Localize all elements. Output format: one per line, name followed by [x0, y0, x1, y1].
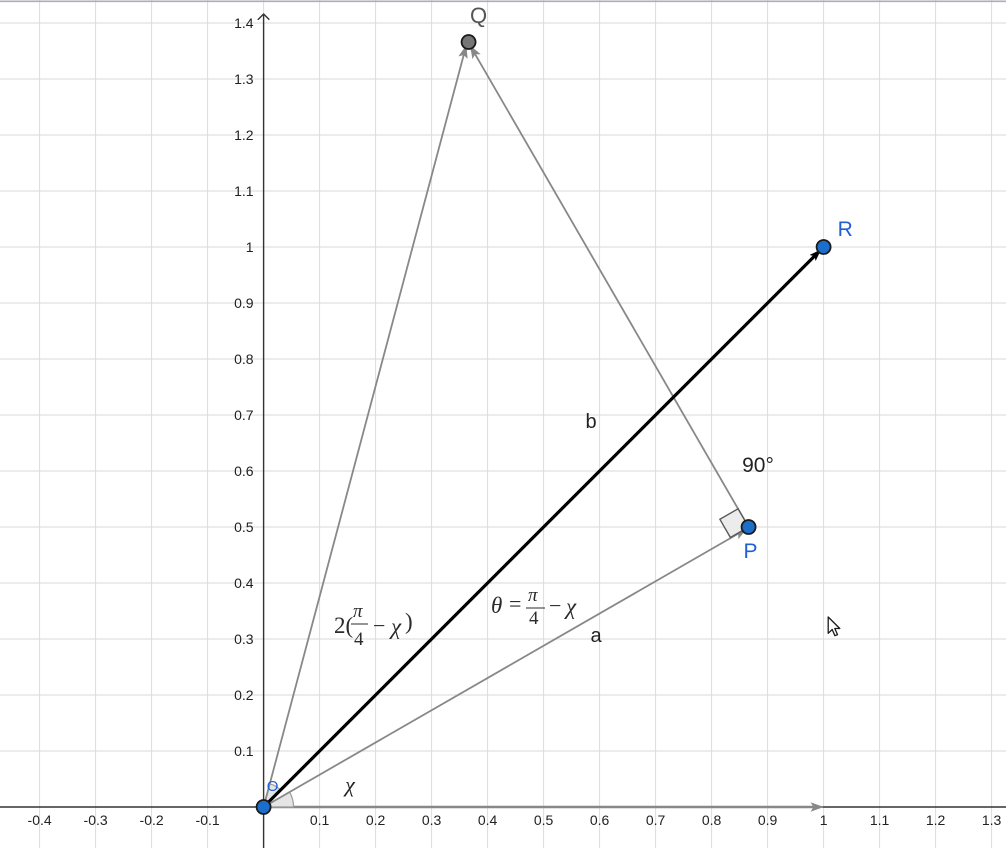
svg-text:): ) — [405, 609, 413, 634]
svg-text:0.2: 0.2 — [366, 812, 386, 828]
svg-text:χ: χ — [389, 614, 402, 639]
svg-text:-0.4: -0.4 — [28, 812, 52, 828]
svg-text:0.8: 0.8 — [702, 812, 722, 828]
svg-text:1.3: 1.3 — [234, 71, 254, 87]
svg-text:0.5: 0.5 — [234, 519, 254, 535]
svg-text:0.4: 0.4 — [478, 812, 498, 828]
svg-text:π: π — [528, 585, 538, 606]
svg-text:1.1: 1.1 — [870, 812, 890, 828]
svg-text:0.2: 0.2 — [234, 687, 254, 703]
svg-text:0.3: 0.3 — [234, 631, 254, 647]
svg-text:χ: χ — [343, 772, 356, 797]
svg-text:1.3: 1.3 — [982, 812, 1002, 828]
svg-text:1.2: 1.2 — [234, 127, 254, 143]
svg-text:0.1: 0.1 — [310, 812, 330, 828]
svg-text:P: P — [744, 540, 758, 563]
svg-text:0.4: 0.4 — [234, 575, 254, 591]
svg-text:0.5: 0.5 — [534, 812, 554, 828]
svg-text:0.3: 0.3 — [422, 812, 442, 828]
svg-text:Q: Q — [470, 3, 487, 28]
svg-text:1: 1 — [246, 239, 254, 255]
svg-text:4: 4 — [529, 608, 539, 629]
svg-text:0.6: 0.6 — [590, 812, 610, 828]
svg-text:0.7: 0.7 — [234, 407, 254, 423]
svg-text:a: a — [590, 625, 602, 647]
svg-text:θ: θ — [491, 593, 502, 618]
svg-text:O: O — [267, 778, 279, 795]
svg-text:R: R — [838, 218, 853, 241]
svg-text:2(: 2( — [334, 613, 353, 638]
svg-text:0.9: 0.9 — [758, 812, 778, 828]
svg-text:-0.2: -0.2 — [140, 812, 164, 828]
svg-text:1.4: 1.4 — [234, 15, 254, 31]
svg-text:χ: χ — [564, 594, 577, 619]
svg-text:1.1: 1.1 — [234, 183, 254, 199]
svg-text:0.9: 0.9 — [234, 295, 254, 311]
svg-text:−: − — [549, 593, 561, 618]
svg-text:-0.3: -0.3 — [84, 812, 108, 828]
svg-text:−: − — [373, 613, 385, 638]
svg-text:-0.1: -0.1 — [196, 812, 220, 828]
svg-text:b: b — [585, 411, 596, 433]
svg-text:0.8: 0.8 — [234, 351, 254, 367]
svg-text:90°: 90° — [742, 454, 774, 477]
svg-text:=: = — [509, 591, 521, 616]
svg-text:0.1: 0.1 — [234, 743, 254, 759]
svg-text:1: 1 — [820, 812, 828, 828]
svg-text:0.6: 0.6 — [234, 463, 254, 479]
svg-text:1.2: 1.2 — [926, 812, 946, 828]
svg-text:0.7: 0.7 — [646, 812, 666, 828]
svg-text:4: 4 — [354, 629, 364, 650]
svg-text:π: π — [353, 601, 363, 622]
